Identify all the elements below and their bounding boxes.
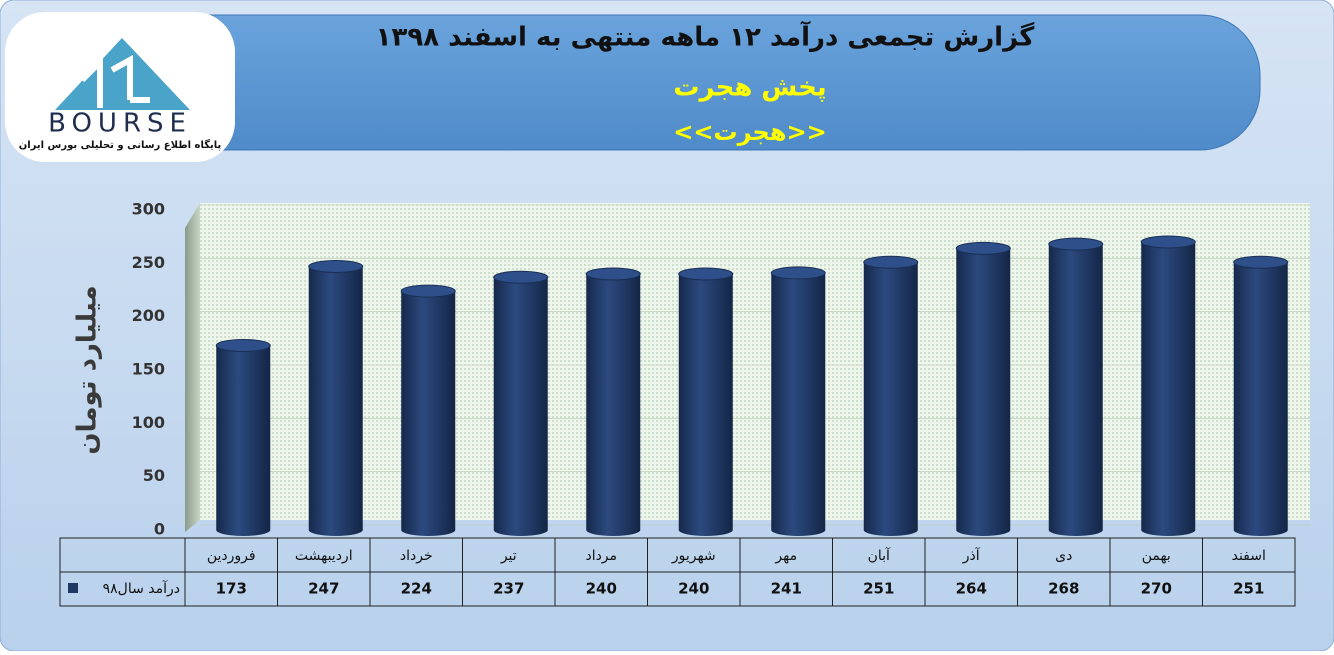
logo-text: BOURSE <box>48 109 192 139</box>
y-tick-label: 250 <box>132 253 165 272</box>
x-tick-label: خرداد <box>400 548 433 564</box>
logo-triangle <box>55 38 190 110</box>
bar <box>308 266 363 536</box>
bar <box>771 272 826 536</box>
x-tick-label: شهریور <box>671 548 716 564</box>
bar-top <box>955 241 1011 255</box>
y-tick-label: 150 <box>132 360 165 379</box>
bar <box>216 345 271 536</box>
table-value: 237 <box>493 580 524 598</box>
bar-top <box>1048 237 1104 251</box>
bar <box>493 277 548 536</box>
y-axis-title: میلیارد تومان <box>73 285 103 454</box>
bar <box>678 274 733 536</box>
x-tick-label: دی <box>1055 548 1072 564</box>
plot-area <box>200 203 1310 520</box>
bar <box>401 291 456 536</box>
x-tick-label: مرداد <box>585 548 617 564</box>
table-value: 247 <box>308 580 339 598</box>
bar <box>1233 262 1288 536</box>
chart-title: گزارش تجمعی درآمد ۱۲ ماهه منتهی به اسفند… <box>376 21 1036 53</box>
bar-top <box>585 267 641 281</box>
x-tick-label: مهر <box>774 548 797 564</box>
table-value: 268 <box>1048 580 1079 598</box>
bar-top <box>493 270 549 284</box>
table-value: 241 <box>771 580 802 598</box>
bar <box>956 248 1011 536</box>
bar-top <box>678 267 734 281</box>
table-value: 240 <box>586 580 617 598</box>
bar-top <box>215 338 271 352</box>
x-tick-label: فروردین <box>207 548 256 564</box>
chart-subtitle: پخش هجرت <box>673 73 826 103</box>
logo-mark <box>79 54 150 108</box>
y-tick-label: 0 <box>154 520 165 539</box>
bar-top <box>1233 255 1289 269</box>
chart-subtitle-2: <<هجرت>> <box>673 118 826 146</box>
bar-top <box>863 255 919 269</box>
x-tick-label: تیر <box>500 548 517 564</box>
x-tick-label: اسفند <box>1232 548 1266 564</box>
bar <box>863 262 918 536</box>
y-tick-label: 300 <box>132 200 165 219</box>
legend-label: درآمد سال۹۸ <box>103 580 180 597</box>
y-tick-label: 100 <box>132 413 165 432</box>
x-tick-label: اردیبهشت <box>295 548 353 564</box>
legend-swatch <box>68 583 78 593</box>
y-tick-label: 50 <box>143 466 165 485</box>
y-tick-label: 200 <box>132 306 165 325</box>
table-value: 264 <box>956 580 987 598</box>
bar <box>586 274 641 536</box>
table-value: 251 <box>863 580 894 598</box>
side-wall <box>185 203 200 532</box>
table-value: 270 <box>1141 580 1172 598</box>
table-value: 251 <box>1233 580 1264 598</box>
table-value: 224 <box>401 580 432 598</box>
bar-top <box>400 284 456 298</box>
bar-top <box>1140 235 1196 249</box>
table-value: 173 <box>216 580 247 598</box>
table-value: 240 <box>678 580 709 598</box>
x-tick-label: آبان <box>868 547 891 564</box>
x-tick-label: بهمن <box>1142 548 1171 564</box>
bar-top <box>770 266 826 280</box>
bar <box>1141 242 1196 536</box>
bar-top <box>308 260 364 274</box>
x-tick-label: آذر <box>962 547 981 564</box>
bar <box>1048 244 1103 536</box>
logo-tagline: پایگاه اطلاع رسانی و تحلیلی بورس ایران <box>19 138 222 151</box>
